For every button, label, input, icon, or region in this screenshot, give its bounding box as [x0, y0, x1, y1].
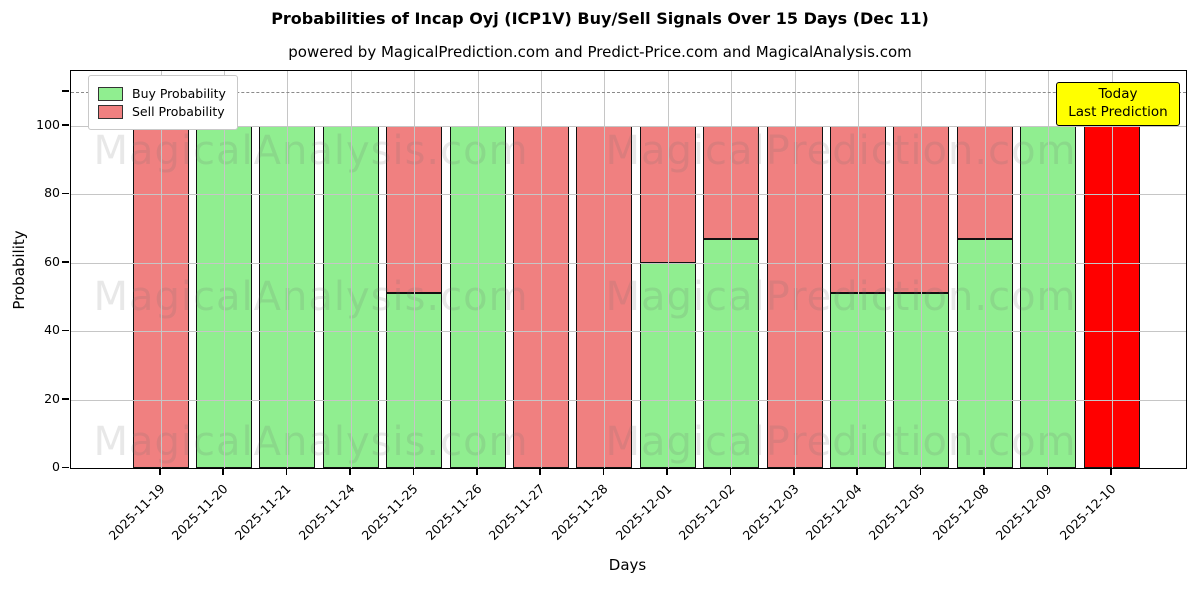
- gridline-horizontal: [71, 194, 1186, 196]
- legend-entry-buy: Buy Probability: [98, 86, 226, 101]
- gridline-vertical: [477, 71, 479, 468]
- gridline-vertical: [414, 71, 416, 468]
- y-tick-mark-minor: [62, 90, 69, 92]
- legend-entry-sell: Sell Probability: [98, 104, 226, 119]
- y-axis-label: Probability: [10, 230, 28, 310]
- gridline-vertical: [160, 71, 162, 468]
- x-tick-mark: [793, 469, 795, 475]
- y-tick-mark: [62, 398, 69, 400]
- y-tick-label: 20: [44, 390, 60, 406]
- x-tick-mark: [919, 469, 922, 475]
- watermark-layer: MagicalAnalysis.com MagicalAnalysis.com Ma…: [71, 71, 1186, 468]
- x-tick-mark: [285, 469, 288, 475]
- grid-layer: [71, 71, 1186, 468]
- gridline-vertical: [1111, 71, 1113, 468]
- gridline-vertical: [350, 71, 352, 468]
- watermark-text: MagicalAnalysis.com: [93, 274, 529, 320]
- gridline-vertical: [540, 71, 542, 468]
- gridline-vertical: [1048, 71, 1050, 468]
- y-tick-mark: [62, 192, 69, 195]
- plot-area: MagicalAnalysis.com MagicalAnalysis.com Ma…: [70, 70, 1187, 469]
- y-tick-mark: [62, 124, 69, 126]
- gridline-horizontal: [71, 262, 1186, 264]
- legend-label-buy: Buy Probability: [132, 86, 226, 101]
- x-tick-mark: [222, 469, 224, 475]
- legend: Buy Probability Sell Probability: [88, 75, 238, 130]
- y-tick-mark: [62, 261, 69, 263]
- x-tick-mark: [539, 469, 541, 475]
- watermark-text: MagicalAnalysis.com: [93, 419, 529, 465]
- gridline-horizontal: [71, 399, 1186, 401]
- x-tick-mark: [349, 469, 351, 475]
- y-tick-label: 0: [52, 459, 60, 474]
- watermark-text: MagicalPrediction.com: [605, 128, 1077, 174]
- y-tick-label: 60: [44, 253, 60, 269]
- gridline-horizontal: [71, 331, 1186, 333]
- watermark-text: MagicalPrediction.com: [605, 419, 1077, 465]
- y-tick-mark: [62, 466, 69, 468]
- gridline-vertical: [921, 71, 923, 468]
- x-tick-mark: [476, 469, 478, 475]
- watermark-text: MagicalAnalysis.com: [93, 128, 529, 174]
- chart-title: Probabilities of Incap Oyj (ICP1V) Buy/S…: [271, 9, 929, 28]
- buy-probability-swatch: [98, 86, 123, 101]
- gridline-vertical: [223, 71, 225, 468]
- x-tick-mark: [159, 469, 161, 475]
- x-axis-label: Days: [608, 556, 647, 574]
- x-tick-mark: [1046, 469, 1049, 475]
- chart-subtitle: powered by MagicalPrediction.com and Pre…: [288, 43, 912, 61]
- gridline-vertical: [984, 71, 986, 468]
- y-tick-label: 100: [36, 116, 60, 132]
- today-annotation-line1: Today: [1098, 86, 1138, 102]
- gridline-vertical: [794, 71, 796, 468]
- y-tick-label: 80: [44, 185, 60, 201]
- x-tick-mark: [1110, 469, 1112, 475]
- x-tick-mark: [983, 469, 985, 475]
- today-annotation: Today Last Prediction: [1056, 82, 1180, 126]
- gridline-horizontal: [71, 125, 1186, 127]
- x-tick-mark: [729, 469, 732, 475]
- x-tick-mark: [666, 469, 668, 475]
- legend-label-sell: Sell Probability: [132, 104, 225, 119]
- x-tick-mark: [856, 469, 858, 475]
- gridline-vertical: [287, 71, 289, 468]
- gridline-vertical: [604, 71, 606, 468]
- x-tick-mark: [412, 469, 415, 475]
- x-tick-mark: [602, 469, 605, 475]
- watermark-text: MagicalPrediction.com: [605, 274, 1077, 320]
- today-annotation-line2: Last Prediction: [1068, 103, 1168, 120]
- gridline-vertical: [731, 71, 733, 468]
- gridline-vertical: [857, 71, 859, 468]
- y-tick-mark: [62, 329, 69, 332]
- sell-probability-swatch: [98, 104, 123, 119]
- upper-dashed-line: [71, 91, 1186, 93]
- y-tick-label: 40: [44, 322, 60, 338]
- gridline-vertical: [667, 71, 669, 468]
